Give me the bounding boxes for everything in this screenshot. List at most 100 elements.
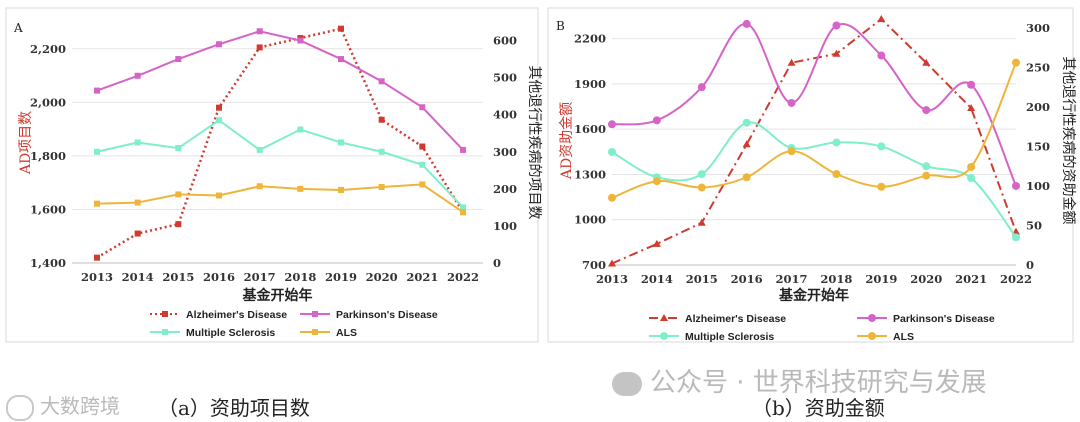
- watermark-left: 大数跨境: [6, 390, 120, 421]
- watermark-right: 公众号 · 世界科技研究与发展: [612, 362, 987, 399]
- panel-a-series-parkinson-s-disease-line: [96, 30, 464, 151]
- panel-b-x-tick: 2017: [776, 272, 808, 286]
- panel-a-x-tick: 2013: [81, 270, 113, 284]
- panel-a-x-tick: 2019: [325, 270, 357, 284]
- panel-a-x-tick: 2015: [162, 270, 194, 284]
- panel-a-point-parkinson-s-disease: [216, 41, 222, 48]
- caption-b: （b）资助金额: [752, 396, 885, 420]
- panel-b-point-parkinson-s-disease: [697, 83, 706, 92]
- panel-a-point-parkinson-s-disease: [134, 72, 141, 79]
- panel-b-point-multiple-sclerosis: [1012, 233, 1020, 242]
- panel-a-y-right-tick: 300: [493, 145, 517, 159]
- panel-b-point-alzheimer-s-disease: [697, 218, 706, 226]
- panel-a-y-left-tick: 1,400: [30, 256, 66, 270]
- panel-b-x-axis-title: 基金开始年: [779, 287, 849, 304]
- panel-b-y-left-tick: 1900: [574, 77, 606, 91]
- panel-a-point-als: [216, 192, 222, 199]
- panel-b-point-multiple-sclerosis: [697, 170, 706, 179]
- panel-b-frame: [547, 7, 1074, 343]
- panel-a-legend-parkinson-s-disease-marker: [312, 311, 318, 317]
- panel-b-x-tick: 2016: [731, 272, 763, 286]
- panel-b-point-alzheimer-s-disease: [652, 239, 661, 247]
- panel-a-x-tick: 2018: [284, 270, 316, 284]
- panel-b-y-right-tick: 250: [1026, 60, 1050, 74]
- panel-a-point-multiple-sclerosis: [134, 139, 141, 146]
- panel-b-point-alzheimer-s-disease: [608, 259, 616, 267]
- panel-b-series-als-line: [611, 62, 1017, 199]
- panel-b-point-parkinson-s-disease: [652, 116, 661, 125]
- panel-b-y-right-tick: 300: [1026, 21, 1050, 35]
- panel-a-point-parkinson-s-disease: [338, 56, 344, 63]
- panel-a-x-axis-title: 基金开始年: [243, 287, 313, 304]
- panel-b-x-tick: 2014: [641, 272, 673, 286]
- panel-a-point-als: [297, 185, 304, 192]
- panel-b-x-tick: 2013: [596, 272, 628, 286]
- panel-b-y-left-tick: 700: [582, 258, 606, 272]
- panel-a-x-tick: 2014: [122, 270, 154, 284]
- panel-b-series-alzheimer-s-disease-line: [611, 17, 1017, 265]
- panel-b-x-tick: 2021: [955, 272, 987, 286]
- panel-b-point-als: [922, 171, 931, 180]
- panel-a-point-parkinson-s-disease: [256, 28, 263, 35]
- panel-a-y-left-tick: 1,800: [30, 149, 66, 163]
- panel-a-point-als: [378, 183, 385, 190]
- panel-a-point-als: [460, 209, 466, 216]
- panel-b-y-right-tick: 50: [1026, 218, 1042, 232]
- panel-b-point-als: [652, 177, 661, 186]
- panel-a-point-multiple-sclerosis: [216, 117, 222, 124]
- panel-b-point-alzheimer-s-disease: [967, 104, 976, 112]
- panel-b-x-tick: 2022: [1000, 272, 1032, 286]
- panel-a-point-alzheimer-s-disease: [256, 44, 263, 51]
- panel-b-point-als: [787, 147, 796, 156]
- panel-a-point-multiple-sclerosis: [460, 204, 466, 211]
- panel-b-point-parkinson-s-disease: [832, 21, 841, 30]
- panel-a-point-multiple-sclerosis: [175, 145, 182, 152]
- panel-a-point-parkinson-s-disease: [297, 37, 304, 44]
- panel-a-point-multiple-sclerosis: [338, 139, 344, 146]
- panel-a-y-left-tick: 1,600: [30, 202, 66, 216]
- caption-a: （a）资助项目数: [158, 396, 310, 420]
- panel-b-y-right-tick: 0: [1026, 258, 1034, 272]
- panel-a-series-alzheimer-s-disease-line: [96, 27, 465, 259]
- panel-b-y-left-tick: 1300: [574, 167, 606, 181]
- panel-b-point-multiple-sclerosis: [832, 138, 841, 147]
- panel-a-point-parkinson-s-disease: [94, 87, 100, 94]
- panel-b-series-parkinson-s-disease-line: [611, 22, 1017, 187]
- panel-b-point-multiple-sclerosis: [608, 147, 616, 156]
- panel-a-point-parkinson-s-disease: [175, 56, 182, 63]
- panel-a-y-right-tick: 200: [493, 182, 517, 196]
- wechat-icon: [612, 371, 642, 396]
- panel-a-point-multiple-sclerosis: [256, 146, 263, 153]
- panel-a-legend-parkinson-s-disease-label: Parkinson's Disease: [336, 309, 438, 321]
- panel-a-point-als: [94, 200, 100, 207]
- panel-b-point-parkinson-s-disease: [877, 51, 886, 60]
- panel-b-point-alzheimer-s-disease: [742, 140, 751, 148]
- panel-b-point-als: [1012, 58, 1020, 67]
- panel-b-y-right-title: 其他退行性疾病的资助金额: [1060, 57, 1076, 225]
- panel-b-point-parkinson-s-disease: [967, 80, 976, 89]
- panel-a-x-tick: 2017: [244, 270, 276, 284]
- panel-b-point-multiple-sclerosis: [877, 142, 886, 151]
- panel-a-point-alzheimer-s-disease: [378, 116, 385, 123]
- panel-b-y-right-tick: 100: [1026, 179, 1050, 193]
- panel-a-series-als-line: [96, 183, 464, 214]
- panel-a-legend-multiple-sclerosis-label: Multiple Sclerosis: [186, 327, 275, 339]
- panel-b-point-als: [697, 183, 706, 192]
- panel-a-y-right-tick: 600: [493, 34, 517, 48]
- panel-a-label: A: [13, 21, 23, 35]
- panel-a-chart: A 1,400 1,600 1,800 2,000 2,200 0 100 200 300 400 5…: [5, 7, 542, 343]
- panel-b-point-parkinson-s-disease: [787, 98, 796, 107]
- panel-a-point-multiple-sclerosis: [297, 126, 304, 133]
- panel-a-point-als: [419, 181, 426, 188]
- panel-a-point-alzheimer-s-disease: [338, 25, 344, 32]
- panel-a-series-multiple-sclerosis-line: [96, 119, 464, 209]
- panel-a-legend-multiple-sclerosis-marker: [162, 329, 168, 335]
- panel-b-point-als: [967, 162, 976, 171]
- panel-a-x-tick: 2022: [447, 270, 479, 284]
- panel-a-point-alzheimer-s-disease: [94, 254, 100, 261]
- panel-a-point-multiple-sclerosis: [94, 148, 100, 155]
- panel-b-chart: B 700 1000 1300 1600 1900 2200 0 50 100 150 200 250 3…: [547, 7, 1076, 343]
- panel-a-point-alzheimer-s-disease: [216, 104, 222, 111]
- panel-b-point-alzheimer-s-disease: [787, 58, 796, 66]
- panel-b-point-als: [832, 170, 841, 179]
